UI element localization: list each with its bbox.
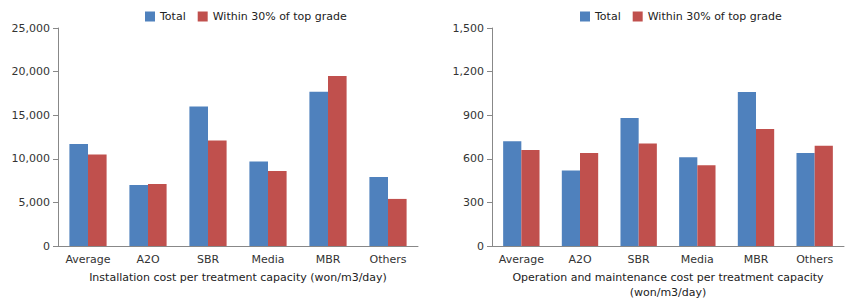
svg-text:1,200: 1,200 xyxy=(453,65,485,78)
svg-text:Within 30% of top grade: Within 30% of top grade xyxy=(213,10,347,23)
svg-text:SBR: SBR xyxy=(628,253,651,266)
svg-text:1,500: 1,500 xyxy=(453,22,485,35)
svg-text:A2O: A2O xyxy=(136,253,160,266)
svg-text:Media: Media xyxy=(251,253,284,266)
svg-text:Within 30% of top grade: Within 30% of top grade xyxy=(648,10,782,23)
svg-text:15,000: 15,000 xyxy=(12,109,51,122)
svg-text:MBR: MBR xyxy=(316,253,341,266)
svg-text:(won/m3/day): (won/m3/day) xyxy=(630,286,707,299)
svg-text:20,000: 20,000 xyxy=(12,65,51,78)
svg-text:0: 0 xyxy=(477,240,484,253)
svg-text:Media: Media xyxy=(681,253,714,266)
svg-text:0: 0 xyxy=(43,240,50,253)
svg-text:10,000: 10,000 xyxy=(12,152,51,165)
svg-text:600: 600 xyxy=(463,152,484,165)
svg-text:Installation cost per treatmen: Installation cost per treatment capacity… xyxy=(89,271,387,284)
svg-text:Total: Total xyxy=(594,10,621,23)
svg-text:300: 300 xyxy=(463,196,484,209)
svg-text:Total: Total xyxy=(159,10,186,23)
svg-text:900: 900 xyxy=(463,109,484,122)
svg-text:Operation and maintenance cost: Operation and maintenance cost per treat… xyxy=(512,271,824,284)
svg-text:MBR: MBR xyxy=(744,253,769,266)
svg-text:SBR: SBR xyxy=(197,253,220,266)
svg-text:Average: Average xyxy=(499,253,544,266)
svg-text:Others: Others xyxy=(796,253,833,266)
svg-text:A2O: A2O xyxy=(568,253,592,266)
svg-text:Others: Others xyxy=(370,253,407,266)
svg-text:25,000: 25,000 xyxy=(12,22,51,35)
svg-text:Average: Average xyxy=(65,253,110,266)
svg-text:5,000: 5,000 xyxy=(19,196,51,209)
